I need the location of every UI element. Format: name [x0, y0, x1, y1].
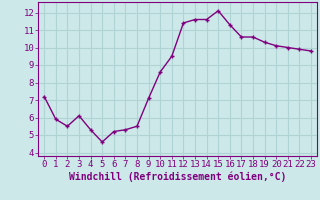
X-axis label: Windchill (Refroidissement éolien,°C): Windchill (Refroidissement éolien,°C)	[69, 172, 286, 182]
